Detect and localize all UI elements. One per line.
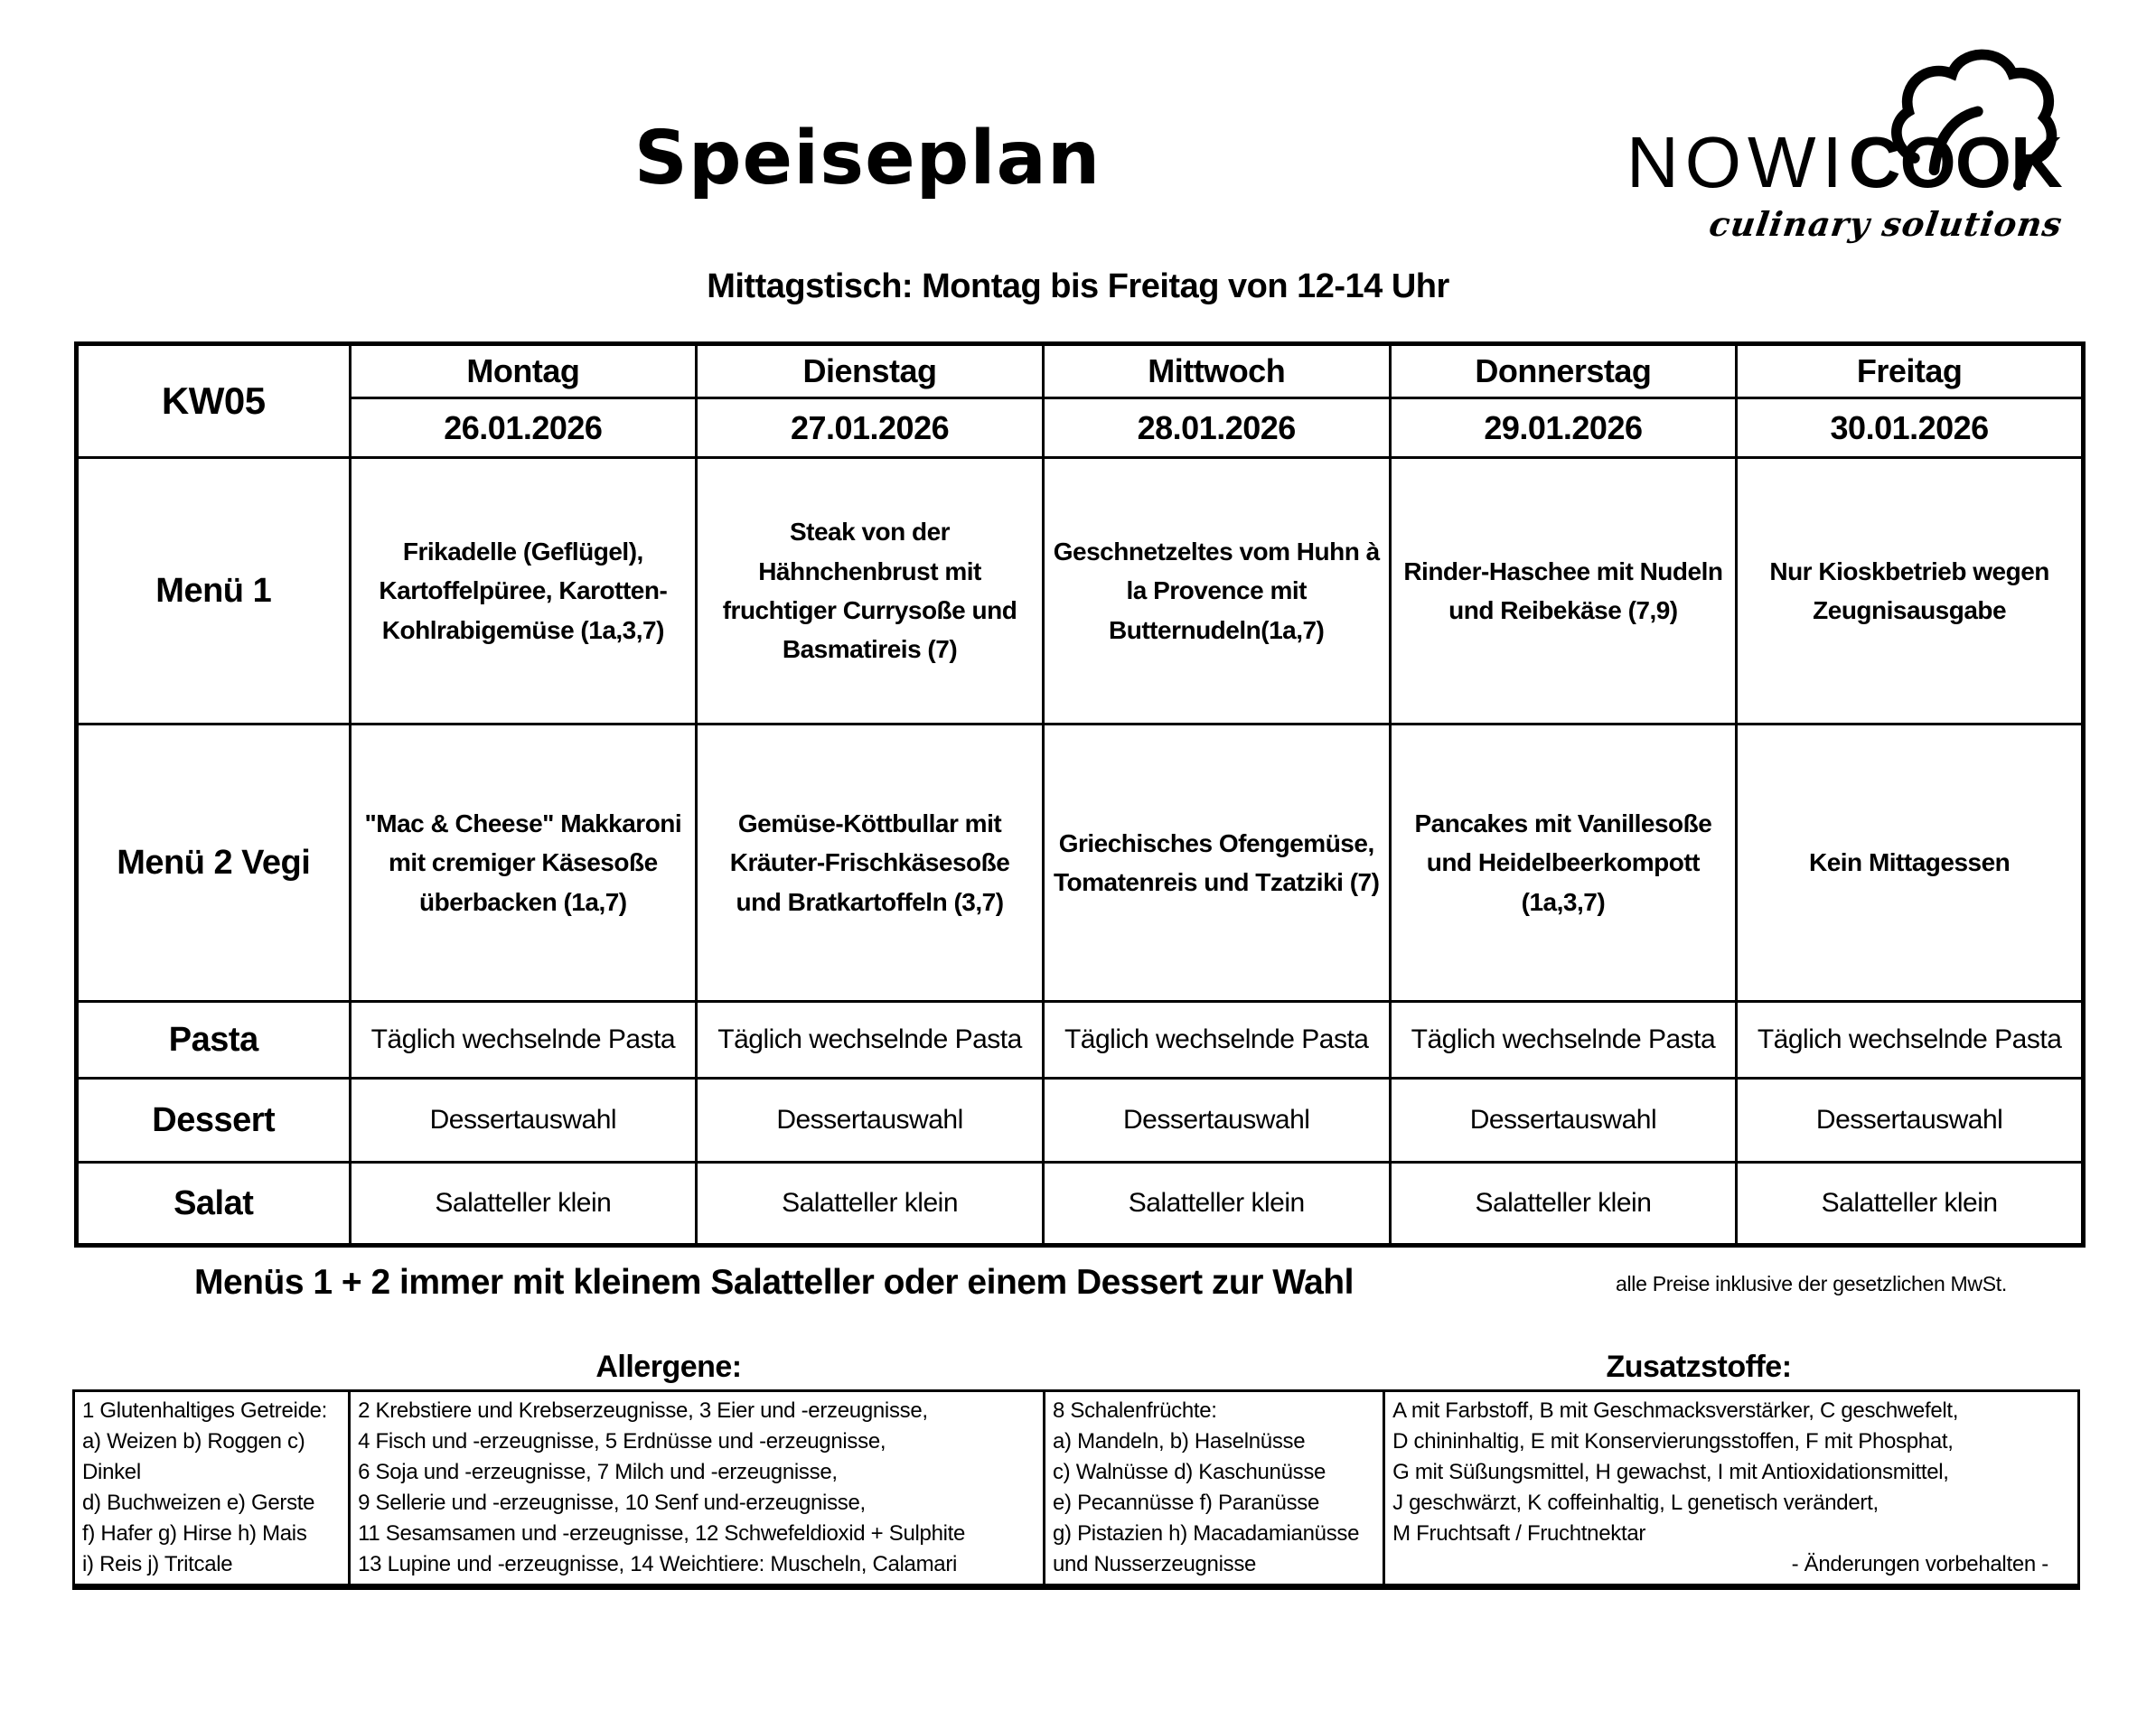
allergens-heading: Allergene:	[595, 1350, 742, 1384]
changes-reserved-note: - Änderungen vorbehalten -	[1791, 1552, 2049, 1576]
menu-table: KW05 Montag Dienstag Mittwoch Donnerstag…	[74, 341, 2086, 1248]
menu-note: Menüs 1 + 2 immer mit kleinem Salattelle…	[194, 1263, 1354, 1302]
allergen-line: d) Buchweizen e) Gerste	[82, 1491, 315, 1515]
row-label-pasta: Pasta	[75, 1000, 352, 1080]
allergen-column-grains: 1 Glutenhaltiges Getreide: a) Weizen b) …	[71, 1389, 352, 1588]
chef-hat-icon	[1891, 49, 2058, 191]
week-label: KW05	[75, 342, 352, 459]
salat-cell: Salatteller klein	[348, 1161, 698, 1247]
dessert-cell: Dessertauswahl	[348, 1077, 698, 1164]
menu-cell: Griechisches Ofengemüse, Tomatenreis und…	[1041, 723, 1392, 1003]
pasta-cell: Täglich wechselnde Pasta	[695, 1000, 1045, 1080]
additive-line: D chininhaltig, E mit Konservierungsstof…	[1392, 1429, 1954, 1454]
allergen-line: 8 Schalenfrüchte:	[1052, 1398, 1217, 1423]
allergen-line: e) Pecannüsse f) Paranüsse	[1052, 1491, 1320, 1515]
day-header-mittwoch: Mittwoch	[1041, 342, 1392, 399]
day-header-donnerstag: Donnerstag	[1388, 342, 1739, 399]
day-header-freitag: Freitag	[1735, 342, 2085, 399]
additives-column: A mit Farbstoff, B mit Geschmacksverstär…	[1383, 1389, 2080, 1588]
row-label-salat: Salat	[75, 1161, 352, 1247]
additive-line: G mit Süßungsmittel, H gewachst, I mit A…	[1392, 1460, 1949, 1484]
additives-heading: Zusatzstoffe:	[1606, 1350, 1792, 1384]
allergen-line: f) Hafer g) Hirse h) Mais	[82, 1521, 307, 1546]
day-header-dienstag: Dienstag	[695, 342, 1045, 399]
page-title: Speiseplan	[633, 116, 1101, 201]
day-header-montag: Montag	[348, 342, 698, 399]
menu-cell: Nur Kioskbetrieb wegen Zeugnisausgabe	[1735, 456, 2085, 725]
allergen-line: 9 Sellerie und -erzeugnisse, 10 Senf und…	[358, 1491, 866, 1515]
row-label-menu2-vegi: Menü 2 Vegi	[75, 723, 352, 1003]
allergen-line: 6 Soja und -erzeugnisse, 7 Milch und -er…	[358, 1460, 838, 1484]
pasta-cell: Täglich wechselnde Pasta	[1735, 1000, 2085, 1080]
allergen-line: 4 Fisch und -erzeugnisse, 5 Erdnüsse und…	[358, 1429, 886, 1454]
salat-cell: Salatteller klein	[695, 1161, 1045, 1247]
dessert-cell: Dessertauswahl	[1041, 1077, 1392, 1164]
logo-name-thin: NOWI	[1626, 122, 1849, 202]
menu-cell: Geschnetzeltes vom Huhn à la Provence mi…	[1041, 456, 1392, 725]
allergen-column-nuts: 8 Schalenfrüchte: a) Mandeln, b) Haselnü…	[1042, 1389, 1386, 1588]
menu-cell: Rinder-Haschee mit Nudeln und Reibekäse …	[1388, 456, 1739, 725]
allergen-column-main: 2 Krebstiere und Krebserzeugnisse, 3 Eie…	[348, 1389, 1045, 1588]
allergen-line: 2 Krebstiere und Krebserzeugnisse, 3 Eie…	[358, 1398, 928, 1423]
menu-cell: Kein Mittagessen	[1735, 723, 2085, 1003]
dessert-cell: Dessertauswahl	[1388, 1077, 1739, 1164]
date-cell: 27.01.2026	[695, 397, 1045, 459]
allergen-line: c) Walnüsse d) Kaschunüsse	[1052, 1460, 1326, 1484]
dessert-cell: Dessertauswahl	[695, 1077, 1045, 1164]
nowicook-logo: NOWICOOK culinary solutions	[1626, 49, 2087, 251]
menu-cell: Pancakes mit Vanillesoße und Heidelbeerk…	[1388, 723, 1739, 1003]
date-cell: 29.01.2026	[1388, 397, 1739, 459]
logo-wordmark: NOWICOOK	[1626, 126, 2087, 199]
logo-tagline: culinary solutions	[1706, 204, 2066, 244]
salat-cell: Salatteller klein	[1735, 1161, 2085, 1247]
date-cell: 30.01.2026	[1735, 397, 2085, 459]
date-cell: 28.01.2026	[1041, 397, 1392, 459]
additive-line: J geschwärzt, K coffeinhaltig, L genetis…	[1392, 1491, 1879, 1515]
logo-name-bold: COOK	[1848, 122, 2063, 202]
pasta-cell: Täglich wechselnde Pasta	[1388, 1000, 1739, 1080]
row-label-menu1: Menü 1	[75, 456, 352, 725]
allergen-line: g) Pistazien h) Macadamianüsse	[1052, 1521, 1360, 1546]
menu-cell: "Mac & Cheese" Makkaroni mit cremiger Kä…	[348, 723, 698, 1003]
allergen-line: 11 Sesamsamen und -erzeugnisse, 12 Schwe…	[358, 1521, 966, 1546]
salat-cell: Salatteller klein	[1041, 1161, 1392, 1247]
allergen-line: i) Reis j) Tritcale	[82, 1552, 233, 1576]
menu-cell: Gemüse-Köttbullar mit Kräuter-Frischkäse…	[695, 723, 1045, 1003]
allergen-line: und Nusserzeugnisse	[1052, 1552, 1257, 1576]
additive-line: M Fruchtsaft / Fruchtnektar	[1392, 1521, 1646, 1546]
allergens-additives-table: 1 Glutenhaltiges Getreide: a) Weizen b) …	[71, 1389, 2080, 1590]
menu-cell: Frikadelle (Geflügel), Kartoffelpüree, K…	[348, 456, 698, 725]
row-label-dessert: Dessert	[75, 1077, 352, 1164]
allergen-line: 1 Glutenhaltiges Getreide:	[82, 1398, 328, 1423]
date-cell: 26.01.2026	[348, 397, 698, 459]
pasta-cell: Täglich wechselnde Pasta	[1041, 1000, 1392, 1080]
salat-cell: Salatteller klein	[1388, 1161, 1739, 1247]
allergen-line: a) Weizen b) Roggen c) Dinkel	[82, 1429, 305, 1484]
allergen-line: a) Mandeln, b) Haselnüsse	[1052, 1429, 1306, 1454]
subtitle: Mittagstisch: Montag bis Freitag von 12-…	[707, 267, 1449, 305]
pasta-cell: Täglich wechselnde Pasta	[348, 1000, 698, 1080]
menu-cell: Steak von der Hähnchenbrust mit fruchtig…	[695, 456, 1045, 725]
vat-note: alle Preise inklusive der gesetzlichen M…	[1616, 1272, 2007, 1295]
additive-line: A mit Farbstoff, B mit Geschmacksverstär…	[1392, 1398, 1959, 1423]
allergen-line: 13 Lupine und -erzeugnisse, 14 Weichtier…	[358, 1552, 958, 1576]
dessert-cell: Dessertauswahl	[1735, 1077, 2085, 1164]
